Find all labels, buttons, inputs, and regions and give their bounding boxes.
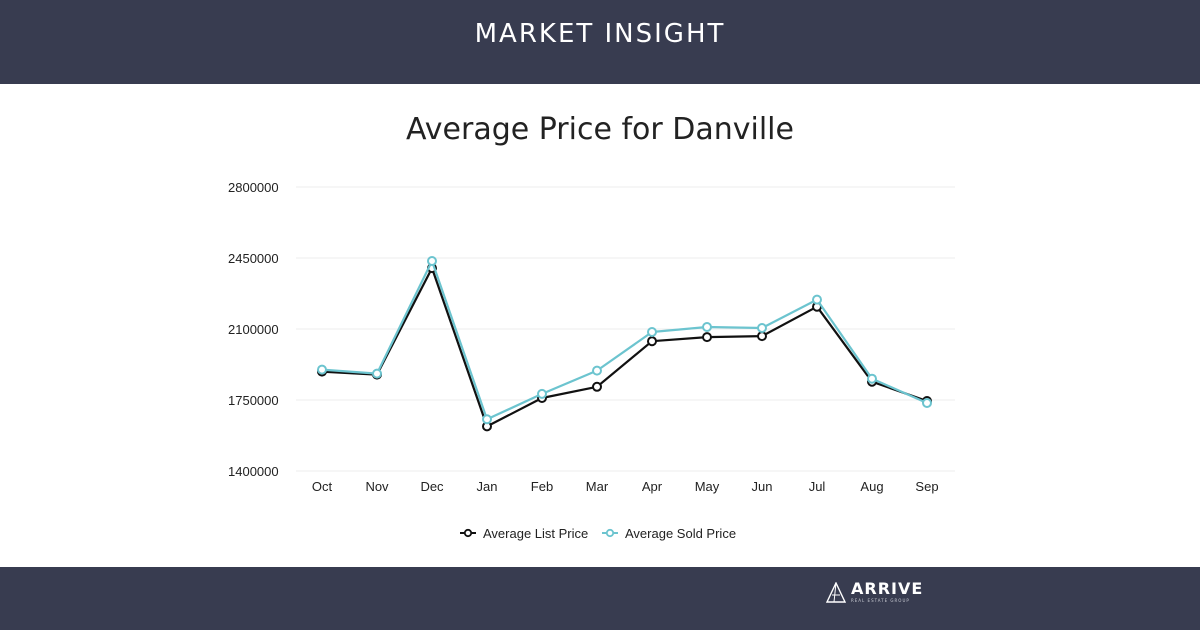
logo-wordmark: ARRIVE [851, 579, 924, 598]
data-point [757, 331, 767, 342]
data-point [702, 332, 712, 343]
y-tick-label: 2800000 [228, 180, 279, 195]
y-tick-label: 1400000 [228, 464, 279, 479]
data-point [922, 398, 932, 408]
triangle-logo-icon [826, 582, 846, 603]
bottom-banner [0, 567, 1200, 630]
x-axis-ticks: Oct Nov Dec Jan Feb Mar Apr May Jun Jul Aug Sep [312, 479, 939, 494]
legend: Average List Price Average Sold Price [460, 526, 736, 541]
data-point [482, 414, 492, 425]
x-tick-label: Aug [860, 479, 883, 494]
y-tick-label: 1750000 [228, 393, 279, 408]
data-point [592, 365, 602, 376]
data-point [537, 388, 547, 399]
legend-item: Average List Price [460, 526, 588, 541]
legend-item: Average Sold Price [602, 526, 736, 541]
x-tick-label: Dec [420, 479, 444, 494]
data-point [867, 373, 877, 384]
data-point [757, 323, 767, 333]
legend-marker [463, 528, 473, 538]
series-line [321, 267, 928, 428]
top-banner: MARKET INSIGHT [0, 0, 1200, 84]
data-point [317, 364, 327, 375]
legend-label: Average List Price [483, 526, 588, 541]
x-tick-label: Feb [531, 479, 553, 494]
brand-logo: ARRIVE REAL ESTATE GROUP [826, 580, 936, 606]
grid-lines [296, 186, 955, 472]
legend-label: Average Sold Price [625, 526, 736, 541]
data-point [812, 294, 822, 305]
series-layer [317, 256, 932, 432]
chart-title: Average Price for Danville [406, 112, 794, 147]
x-tick-label: Jun [752, 479, 773, 494]
x-tick-label: Sep [915, 479, 938, 494]
x-tick-label: Mar [586, 479, 609, 494]
x-tick-label: Jul [809, 479, 826, 494]
series-average-sold-price [317, 256, 932, 425]
banner-title: MARKET INSIGHT [474, 19, 726, 49]
data-point [702, 322, 712, 332]
y-tick-label: 2100000 [228, 322, 279, 337]
x-tick-label: Apr [642, 479, 663, 494]
x-tick-label: May [695, 479, 720, 494]
y-axis-ticks: 1400000 1750000 2100000 2450000 2800000 [228, 180, 279, 479]
x-tick-label: Jan [477, 479, 498, 494]
data-point [592, 381, 602, 392]
x-tick-label: Oct [312, 479, 333, 494]
data-point [647, 327, 657, 337]
data-point [647, 336, 657, 347]
legend-marker [605, 528, 615, 538]
y-tick-label: 2450000 [228, 251, 279, 266]
series-average-list-price [317, 263, 932, 432]
x-tick-label: Nov [365, 479, 389, 494]
data-point [372, 368, 382, 379]
logo-subtitle: REAL ESTATE GROUP [851, 598, 910, 603]
data-point [427, 256, 437, 266]
series-line [321, 259, 928, 421]
